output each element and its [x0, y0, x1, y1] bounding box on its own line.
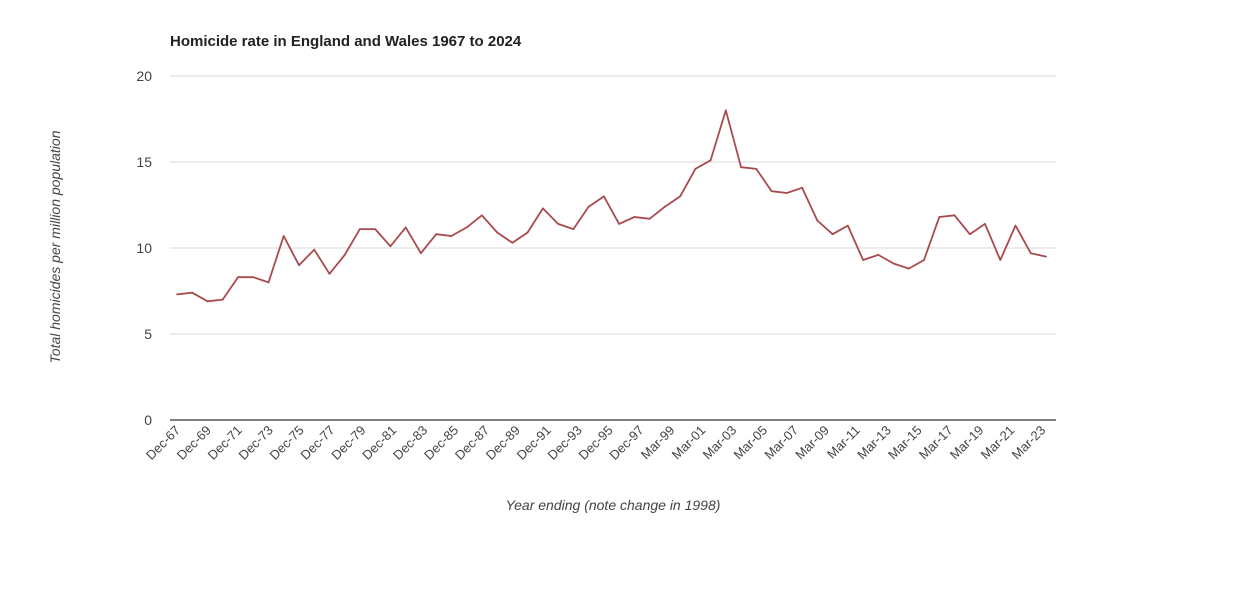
- data-point: [877, 254, 880, 256]
- x-tick-label: Mar-99: [638, 423, 678, 463]
- data-point: [511, 241, 514, 244]
- y-axis-label: Total homicides per million population: [47, 130, 63, 363]
- x-tick-label: Mar-09: [792, 423, 832, 463]
- x-axis-label: Year ending (note change in 1998): [506, 497, 721, 513]
- gridlines: [170, 75, 1056, 421]
- data-point: [252, 276, 255, 279]
- data-point: [801, 186, 803, 189]
- x-tick-label: Mar-07: [761, 423, 801, 463]
- data-point: [191, 291, 194, 294]
- x-tick-label: Dec-97: [606, 423, 646, 463]
- data-point: [846, 224, 849, 227]
- data-point: [328, 272, 331, 275]
- data-point: [785, 192, 788, 194]
- data-point: [526, 231, 529, 234]
- data-point: [968, 233, 971, 236]
- data-point: [359, 228, 361, 231]
- data-point: [862, 259, 864, 261]
- data-point: [831, 233, 834, 236]
- y-tick-label: 10: [136, 240, 152, 256]
- data-point: [404, 226, 407, 229]
- data-point: [313, 248, 316, 251]
- chart-title: Homicide rate in England and Wales 1967 …: [170, 33, 522, 50]
- x-tick-label: Mar-03: [700, 423, 740, 463]
- x-axis-ticks: Dec-67Dec-69Dec-71Dec-73Dec-75Dec-77Dec-…: [143, 423, 1048, 463]
- data-point: [496, 231, 499, 234]
- data-point: [481, 214, 483, 217]
- data-point: [221, 298, 224, 301]
- data-point: [907, 267, 910, 270]
- series-layer: [176, 109, 1047, 303]
- data-point: [816, 219, 819, 222]
- data-point: [1045, 255, 1047, 258]
- data-point: [206, 300, 209, 303]
- data-point: [724, 109, 727, 112]
- x-tick-label: Mar-13: [854, 423, 894, 463]
- data-point: [984, 223, 986, 225]
- data-point: [679, 195, 681, 198]
- x-tick-label: Mar-23: [1009, 423, 1049, 463]
- data-point: [420, 252, 422, 255]
- y-tick-label: 20: [136, 68, 152, 84]
- x-tick-label: Mar-19: [947, 423, 987, 463]
- x-tick-label: Mar-01: [669, 423, 709, 463]
- data-point: [694, 168, 697, 170]
- data-point: [1029, 252, 1032, 255]
- data-point: [633, 216, 636, 218]
- data-point: [953, 214, 956, 217]
- data-point: [298, 264, 300, 267]
- data-point: [267, 281, 270, 284]
- data-point: [740, 166, 742, 169]
- x-tick-label: Mar-05: [730, 423, 770, 463]
- x-tick-label: Mar-15: [885, 423, 925, 463]
- x-tick-label: Mar-21: [978, 423, 1018, 463]
- data-point: [465, 226, 468, 229]
- data-point: [892, 262, 895, 265]
- data-point: [755, 168, 758, 170]
- data-point: [237, 276, 239, 279]
- data-point: [923, 259, 925, 261]
- series-line: [176, 109, 1047, 303]
- data-point: [435, 233, 438, 236]
- data-point: [343, 254, 346, 256]
- data-point: [374, 228, 377, 231]
- data-point: [587, 205, 590, 208]
- data-point: [999, 259, 1002, 261]
- data-point: [938, 216, 941, 218]
- data-point: [664, 205, 666, 208]
- data-point: [542, 207, 544, 210]
- y-tick-label: 0: [144, 412, 152, 428]
- data-point: [572, 228, 575, 231]
- data-point: [648, 217, 651, 220]
- data-point: [176, 293, 178, 296]
- data-point: [282, 235, 285, 237]
- y-tick-label: 5: [144, 326, 152, 342]
- data-point: [770, 190, 773, 193]
- y-axis-ticks: 0 5 10 15 20: [136, 68, 152, 428]
- y-tick-label: 15: [136, 154, 152, 170]
- data-point: [1014, 224, 1017, 227]
- data-point: [709, 159, 712, 162]
- data-point: [450, 235, 453, 237]
- data-point: [618, 223, 620, 225]
- data-point: [557, 223, 559, 225]
- data-point: [603, 195, 605, 198]
- x-tick-label: Mar-17: [916, 423, 956, 463]
- data-point: [389, 245, 392, 248]
